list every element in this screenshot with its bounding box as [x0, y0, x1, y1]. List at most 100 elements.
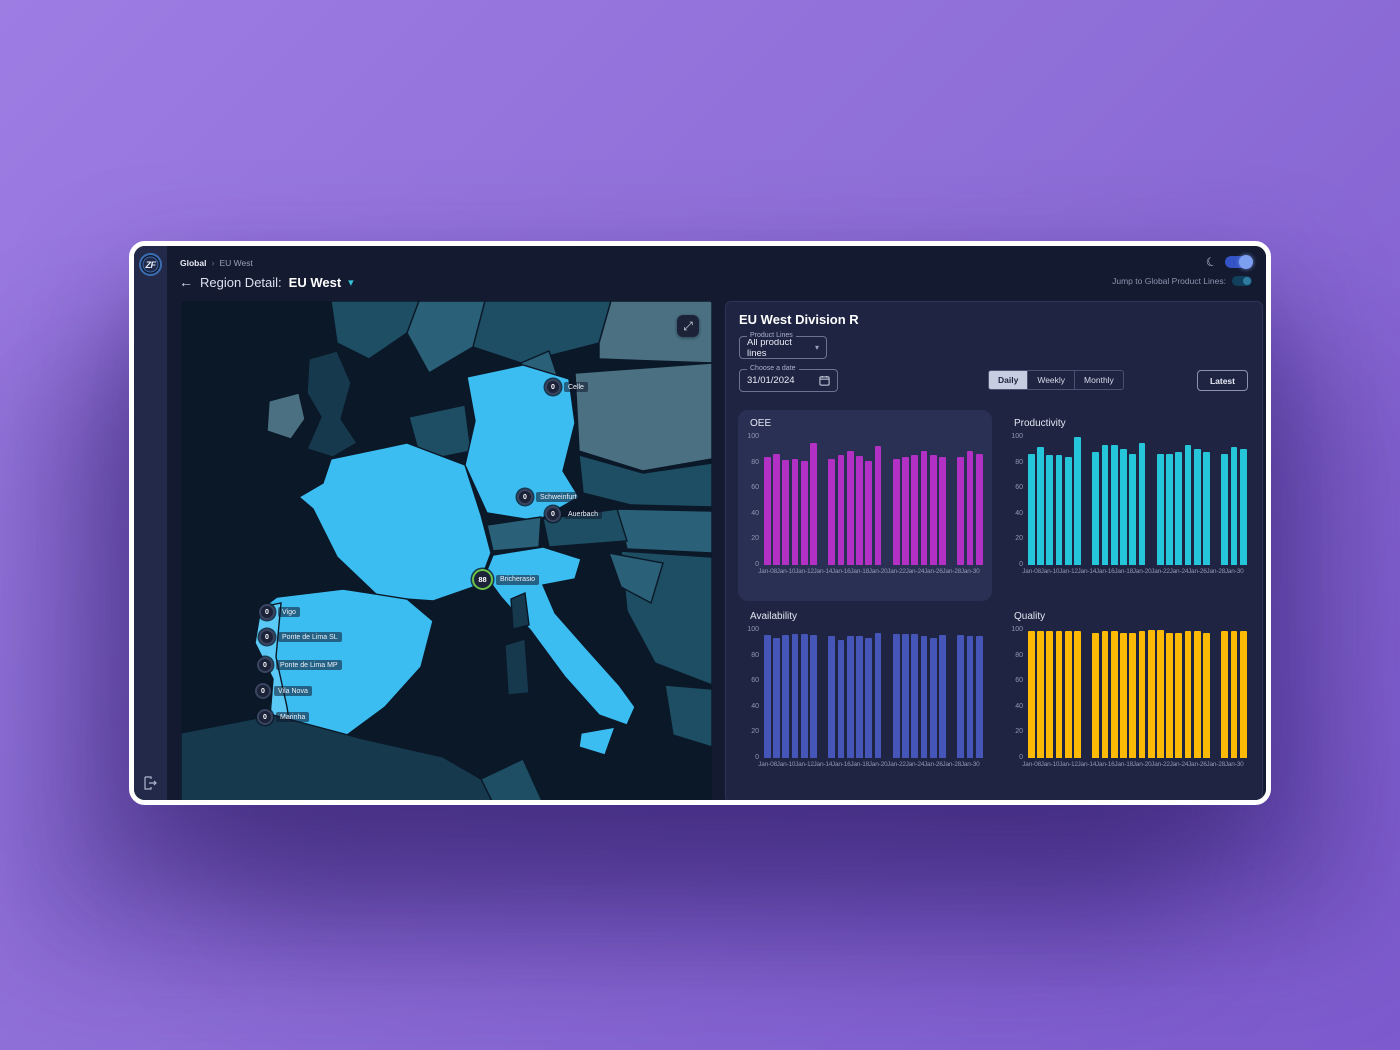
map-marker-bricherasio[interactable]: 88 Bricherasio	[472, 569, 540, 590]
bar-availability-jan-10[interactable]	[782, 635, 790, 758]
bar-productivity-jan-26[interactable]	[1193, 448, 1201, 565]
bar-productivity-jan-12[interactable]	[1064, 457, 1072, 565]
bar-productivity-jan-15[interactable]	[1092, 452, 1100, 565]
bar-quality-jan-12[interactable]	[1064, 631, 1072, 758]
bar-quality-jan-08[interactable]	[1028, 631, 1035, 758]
bar-availability-jan-20[interactable]	[874, 632, 882, 758]
bar-oee-jan-18[interactable]	[856, 456, 863, 565]
map-marker-ponte-de-lima-mp[interactable]: 0 Ponte de Lima MP	[257, 657, 342, 673]
calendar-icon[interactable]	[819, 375, 830, 386]
bar-quality-jan-30[interactable]	[1230, 631, 1238, 758]
map-marker-vigo[interactable]: 0 Vigo	[259, 604, 300, 620]
map-marker-auerbach[interactable]: 0 Auerbach	[545, 506, 602, 522]
bar-oee-jan-15[interactable]	[828, 458, 836, 565]
breadcrumb-global[interactable]: Global	[180, 258, 207, 268]
bar-productivity-jan-23[interactable]	[1166, 453, 1173, 565]
bar-productivity-jan-08[interactable]	[1028, 453, 1035, 565]
bar-availability-jan-12[interactable]	[800, 633, 808, 758]
bar-quality-jan-10[interactable]	[1046, 631, 1054, 758]
expand-map-button[interactable]: ⤢	[677, 315, 699, 337]
bar-productivity-jan-31[interactable]	[1239, 448, 1247, 565]
bar-availability-jan-11[interactable]	[791, 633, 799, 758]
bar-quality-jan-18[interactable]	[1120, 632, 1127, 758]
bar-availability-jan-25[interactable]	[920, 636, 928, 758]
product-lines-select[interactable]: Product Lines All product lines ▾	[739, 332, 827, 359]
bar-quality-jan-31[interactable]	[1239, 631, 1247, 758]
bar-oee-jan-13[interactable]	[810, 443, 817, 565]
bar-productivity-jan-22[interactable]	[1156, 453, 1164, 565]
country-sicily[interactable]	[578, 726, 617, 756]
bar-availability-jan-29[interactable]	[957, 635, 965, 758]
bar-oee-jan-22[interactable]	[892, 458, 900, 565]
bar-availability-jan-22[interactable]	[892, 633, 900, 758]
bar-productivity-jan-18[interactable]	[1120, 448, 1127, 565]
bar-quality-jan-24[interactable]	[1175, 632, 1183, 758]
bar-quality-jan-22[interactable]	[1156, 630, 1164, 758]
map-marker-ponte-de-lima-sl[interactable]: 0 Ponte de Lima SL	[259, 629, 342, 645]
bar-oee-jan-25[interactable]	[920, 451, 928, 565]
bar-quality-jan-17[interactable]	[1110, 631, 1118, 758]
country-france[interactable]	[297, 442, 492, 602]
bar-availability-jan-24[interactable]	[911, 633, 919, 758]
bar-quality-jan-15[interactable]	[1092, 632, 1100, 758]
range-button-monthly[interactable]: Monthly	[1075, 370, 1124, 390]
bar-oee-jan-11[interactable]	[791, 458, 799, 565]
bar-availability-jan-19[interactable]	[865, 637, 873, 758]
bar-productivity-jan-10[interactable]	[1046, 454, 1054, 565]
bar-oee-jan-20[interactable]	[874, 445, 882, 565]
bar-productivity-jan-25[interactable]	[1184, 444, 1192, 565]
bar-oee-jan-12[interactable]	[800, 461, 808, 565]
bar-quality-jan-19[interactable]	[1129, 632, 1137, 758]
bar-productivity-jan-11[interactable]	[1055, 454, 1063, 565]
bar-oee-jan-23[interactable]	[902, 457, 909, 565]
bar-availability-jan-26[interactable]	[929, 637, 937, 758]
breadcrumb-eu-west[interactable]: EU West	[219, 258, 253, 268]
bar-availability-jan-15[interactable]	[828, 636, 836, 758]
bar-oee-jan-27[interactable]	[938, 457, 946, 565]
bar-oee-jan-17[interactable]	[846, 451, 854, 565]
bar-availability-jan-08[interactable]	[764, 635, 771, 758]
bar-productivity-jan-20[interactable]	[1138, 443, 1146, 565]
bar-oee-jan-29[interactable]	[957, 457, 965, 565]
latest-button[interactable]: Latest	[1196, 370, 1248, 391]
bar-quality-jan-25[interactable]	[1184, 631, 1192, 758]
bar-availability-jan-30[interactable]	[966, 636, 974, 758]
bar-oee-jan-30[interactable]	[966, 451, 974, 565]
bar-productivity-jan-16[interactable]	[1101, 444, 1109, 565]
bar-productivity-jan-30[interactable]	[1230, 447, 1238, 565]
bar-oee-jan-08[interactable]	[764, 457, 771, 565]
dark-mode-toggle[interactable]	[1225, 255, 1253, 269]
bar-quality-jan-09[interactable]	[1037, 631, 1044, 758]
bar-oee-jan-10[interactable]	[782, 460, 790, 565]
bar-quality-jan-11[interactable]	[1055, 631, 1063, 758]
bar-availability-jan-18[interactable]	[856, 636, 863, 758]
region-dropdown-chevron-icon[interactable]: ▾	[348, 276, 354, 289]
bar-quality-jan-20[interactable]	[1138, 631, 1146, 758]
jump-to-global-toggle[interactable]	[1232, 276, 1252, 286]
bar-quality-jan-21[interactable]	[1147, 630, 1155, 758]
bar-availability-jan-23[interactable]	[902, 633, 909, 758]
bar-productivity-jan-09[interactable]	[1037, 447, 1044, 565]
bar-availability-jan-17[interactable]	[846, 636, 854, 758]
bar-oee-jan-31[interactable]	[975, 453, 983, 565]
bar-availability-jan-09[interactable]	[773, 637, 780, 758]
bar-quality-jan-16[interactable]	[1101, 631, 1109, 758]
bar-oee-jan-24[interactable]	[911, 454, 919, 565]
bar-productivity-jan-29[interactable]	[1221, 453, 1229, 565]
bar-quality-jan-29[interactable]	[1221, 631, 1229, 758]
bar-oee-jan-16[interactable]	[837, 454, 845, 565]
range-button-weekly[interactable]: Weekly	[1028, 370, 1076, 390]
map-marker-schweinfurt[interactable]: 0 Schweinfurt	[517, 489, 581, 505]
bar-productivity-jan-17[interactable]	[1110, 444, 1118, 565]
map-marker-vila-nova[interactable]: 0 Vila Nova	[255, 683, 312, 699]
logout-button[interactable]	[142, 775, 158, 791]
bar-productivity-jan-13[interactable]	[1074, 437, 1081, 565]
bar-quality-jan-13[interactable]	[1074, 631, 1081, 758]
bar-availability-jan-16[interactable]	[837, 640, 845, 758]
bar-productivity-jan-27[interactable]	[1202, 452, 1210, 565]
bar-productivity-jan-19[interactable]	[1129, 453, 1137, 565]
map-marker-celle[interactable]: 0 Celle	[545, 379, 588, 395]
bar-availability-jan-31[interactable]	[975, 636, 983, 758]
bar-oee-jan-19[interactable]	[865, 461, 873, 565]
bar-availability-jan-13[interactable]	[810, 635, 817, 758]
